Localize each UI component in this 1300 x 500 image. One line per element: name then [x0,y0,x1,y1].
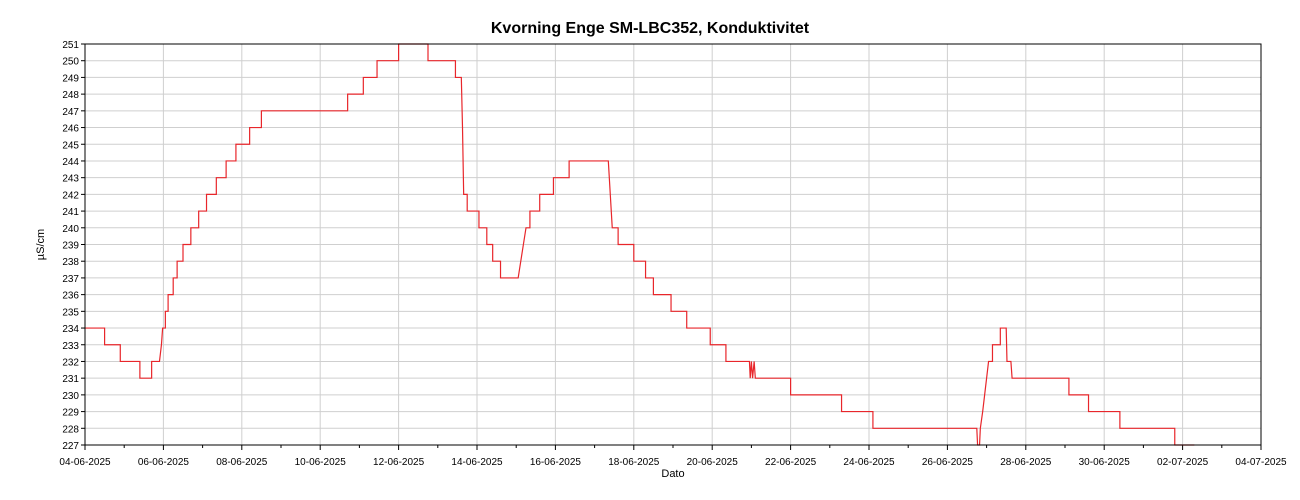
x-tick-label: 24-06-2025 [843,457,895,468]
series-line-0 [85,43,1195,446]
y-axis-label: µS/cm [35,229,47,260]
x-tick-label: 04-07-2025 [1235,457,1287,468]
x-tick-label: 04-06-2025 [59,457,111,468]
grid-lines [84,43,1262,446]
y-tick-label: 237 [62,274,79,285]
y-tick-label: 234 [62,324,79,335]
y-tick-label: 241 [62,207,79,218]
x-tick-label: 18-06-2025 [608,457,660,468]
x-tick-label: 30-06-2025 [1079,457,1131,468]
y-tick-label: 232 [62,357,79,368]
x-tick-label: 02-07-2025 [1157,457,1209,468]
y-tick-label: 249 [62,73,79,84]
x-tick-label: 10-06-2025 [295,457,347,468]
series-group [85,43,1195,446]
x-axis-ticks: 04-06-2025 06-06-2025 08-06-2025 10-06-2025… [59,445,1287,468]
y-tick-label: 244 [62,157,79,168]
y-tick-label: 238 [62,257,79,268]
y-tick-label: 247 [62,107,79,118]
y-tick-label: 250 [62,57,79,68]
y-tick-label: 251 [62,40,79,51]
y-tick-label: 233 [62,341,79,352]
y-axis-ticks: 227 228 229 230 231 232 233 234 235 236 237 238 239 2… [62,40,85,452]
y-tick-label: 240 [62,224,79,235]
x-tick-label: 06-06-2025 [138,457,190,468]
x-tick-label: 08-06-2025 [216,457,268,468]
x-tick-label: 22-06-2025 [765,457,817,468]
y-tick-label: 229 [62,408,79,419]
y-tick-label: 235 [62,307,79,318]
x-tick-label: 12-06-2025 [373,457,425,468]
y-tick-label: 228 [62,424,79,435]
plot-frame [84,43,1262,446]
y-tick-label: 242 [62,190,79,201]
x-tick-label: 20-06-2025 [687,457,739,468]
x-tick-label: 26-06-2025 [922,457,974,468]
x-tick-label: 28-06-2025 [1000,457,1052,468]
y-tick-label: 231 [62,374,79,385]
y-tick-label: 243 [62,174,79,185]
y-tick-label: 236 [62,291,79,302]
x-axis-label: Dato [661,468,684,480]
y-tick-label: 239 [62,241,79,252]
x-tick-label: 14-06-2025 [451,457,503,468]
y-tick-label: 246 [62,124,79,135]
y-tick-label: 230 [62,391,79,402]
x-tick-label: 16-06-2025 [530,457,582,468]
y-tick-label: 245 [62,140,79,151]
y-tick-label: 227 [62,441,79,452]
chart-title: Kvorning Enge SM-LBC352, Konduktivitet [490,20,810,37]
y-tick-label: 248 [62,90,79,101]
